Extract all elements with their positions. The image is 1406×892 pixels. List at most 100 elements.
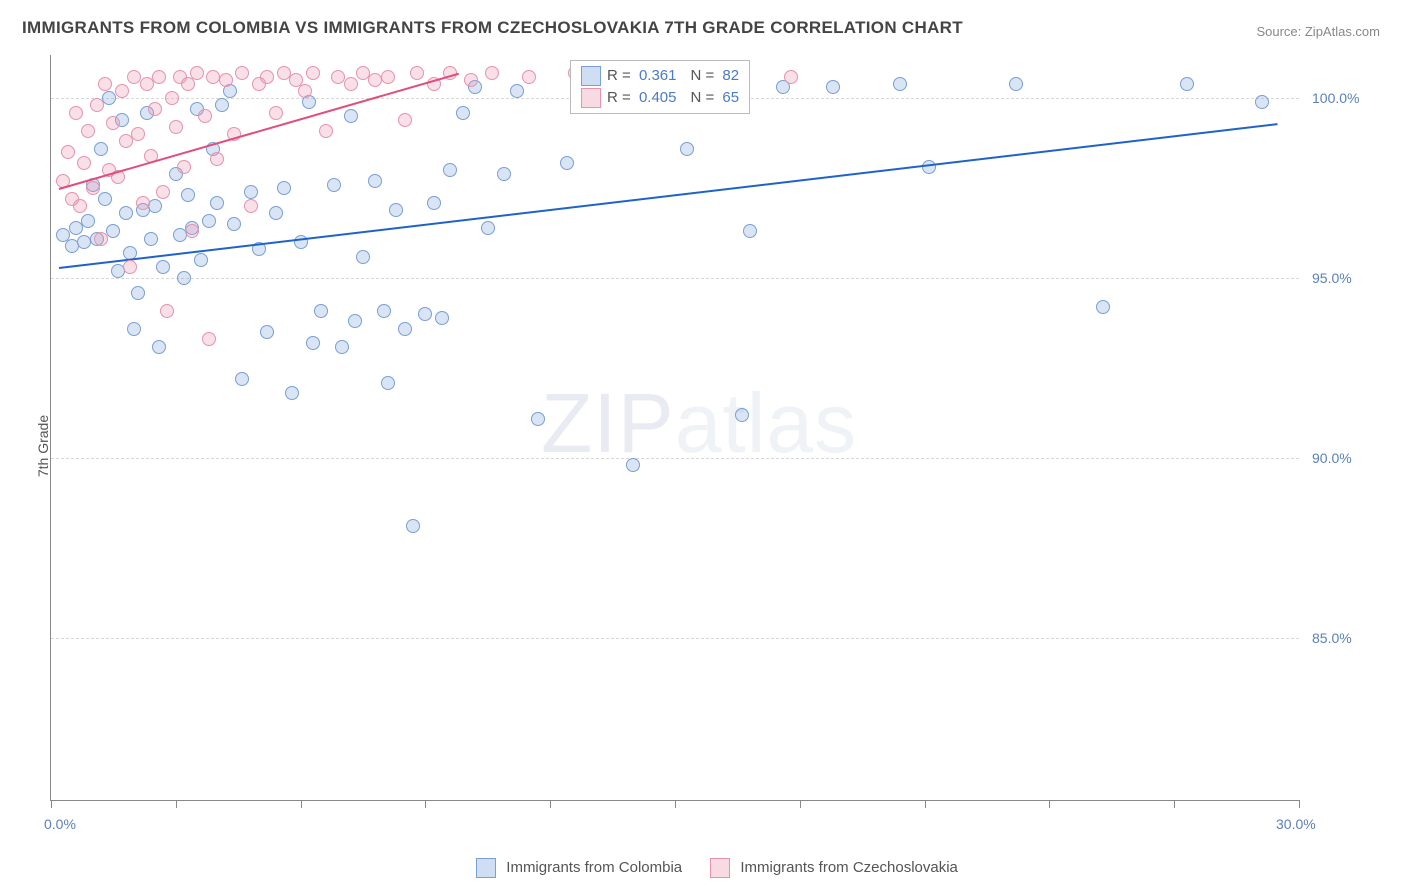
data-point xyxy=(94,232,108,246)
data-point xyxy=(81,214,95,228)
data-point xyxy=(119,206,133,220)
data-point xyxy=(69,106,83,120)
data-point xyxy=(227,217,241,231)
data-point xyxy=(148,199,162,213)
data-point xyxy=(198,109,212,123)
data-point xyxy=(152,70,166,84)
data-point xyxy=(181,188,195,202)
data-point xyxy=(269,206,283,220)
data-point xyxy=(398,113,412,127)
data-point xyxy=(160,304,174,318)
data-point xyxy=(435,311,449,325)
x-tick-label: 0.0% xyxy=(44,816,76,832)
source-link[interactable]: ZipAtlas.com xyxy=(1305,24,1380,39)
data-point xyxy=(169,120,183,134)
data-point xyxy=(1096,300,1110,314)
data-point xyxy=(156,185,170,199)
data-point xyxy=(348,314,362,328)
data-point xyxy=(893,77,907,91)
data-point xyxy=(136,196,150,210)
data-point xyxy=(735,408,749,422)
data-point xyxy=(73,199,87,213)
data-point xyxy=(522,70,536,84)
data-point xyxy=(106,224,120,238)
data-point xyxy=(131,127,145,141)
data-point xyxy=(443,163,457,177)
data-point xyxy=(626,458,640,472)
data-point xyxy=(260,70,274,84)
data-point xyxy=(368,174,382,188)
data-point xyxy=(456,106,470,120)
data-point xyxy=(77,156,91,170)
chart-title: IMMIGRANTS FROM COLOMBIA VS IMMIGRANTS F… xyxy=(22,18,963,38)
data-point xyxy=(406,519,420,533)
data-point xyxy=(398,322,412,336)
data-point xyxy=(381,70,395,84)
data-point xyxy=(244,185,258,199)
r-value: 0.405 xyxy=(639,89,677,106)
data-point xyxy=(1009,77,1023,91)
x-tick xyxy=(1299,800,1300,808)
data-point xyxy=(90,98,104,112)
data-point xyxy=(144,232,158,246)
watermark-bold: ZIP xyxy=(541,376,675,470)
data-point xyxy=(86,181,100,195)
data-point xyxy=(481,221,495,235)
r-label: R = xyxy=(607,89,635,106)
legend-stats-row: R = 0.361N = 82 xyxy=(581,65,739,87)
data-point xyxy=(131,286,145,300)
data-point xyxy=(285,386,299,400)
data-point xyxy=(94,142,108,156)
data-point xyxy=(335,340,349,354)
data-point xyxy=(115,84,129,98)
data-point xyxy=(98,77,112,91)
data-point xyxy=(510,84,524,98)
n-label: N = xyxy=(690,67,718,84)
source-attribution: Source: ZipAtlas.com xyxy=(1256,24,1380,39)
data-point xyxy=(260,325,274,339)
data-point xyxy=(344,77,358,91)
data-point xyxy=(306,336,320,350)
x-tick xyxy=(675,800,676,808)
data-point xyxy=(464,73,478,87)
data-point xyxy=(381,376,395,390)
data-point xyxy=(377,304,391,318)
x-tick xyxy=(925,800,926,808)
data-point xyxy=(156,260,170,274)
data-point xyxy=(177,271,191,285)
data-point xyxy=(344,109,358,123)
legend-swatch xyxy=(476,858,496,878)
x-tick xyxy=(1049,800,1050,808)
data-point xyxy=(190,66,204,80)
data-point xyxy=(81,124,95,138)
legend-swatch xyxy=(581,88,601,108)
n-value: 65 xyxy=(722,89,739,106)
scatter-plot-area: ZIPatlas xyxy=(50,55,1299,801)
x-tick xyxy=(1174,800,1175,808)
data-point xyxy=(98,192,112,206)
data-point xyxy=(61,145,75,159)
data-point xyxy=(210,196,224,210)
x-tick xyxy=(425,800,426,808)
data-point xyxy=(298,84,312,98)
y-tick-label: 85.0% xyxy=(1312,630,1352,646)
data-point xyxy=(219,73,233,87)
data-point xyxy=(123,260,137,274)
data-point xyxy=(826,80,840,94)
data-point xyxy=(497,167,511,181)
y-axis-label: 7th Grade xyxy=(35,415,51,477)
y-tick-label: 100.0% xyxy=(1312,90,1359,106)
data-point xyxy=(202,214,216,228)
data-point xyxy=(427,196,441,210)
data-point xyxy=(202,332,216,346)
data-point xyxy=(1255,95,1269,109)
data-point xyxy=(389,203,403,217)
x-tick xyxy=(800,800,801,808)
data-point xyxy=(269,106,283,120)
x-tick xyxy=(301,800,302,808)
data-point xyxy=(356,250,370,264)
r-value: 0.361 xyxy=(639,67,677,84)
data-point xyxy=(177,160,191,174)
data-point xyxy=(1180,77,1194,91)
trend-line xyxy=(59,123,1278,269)
